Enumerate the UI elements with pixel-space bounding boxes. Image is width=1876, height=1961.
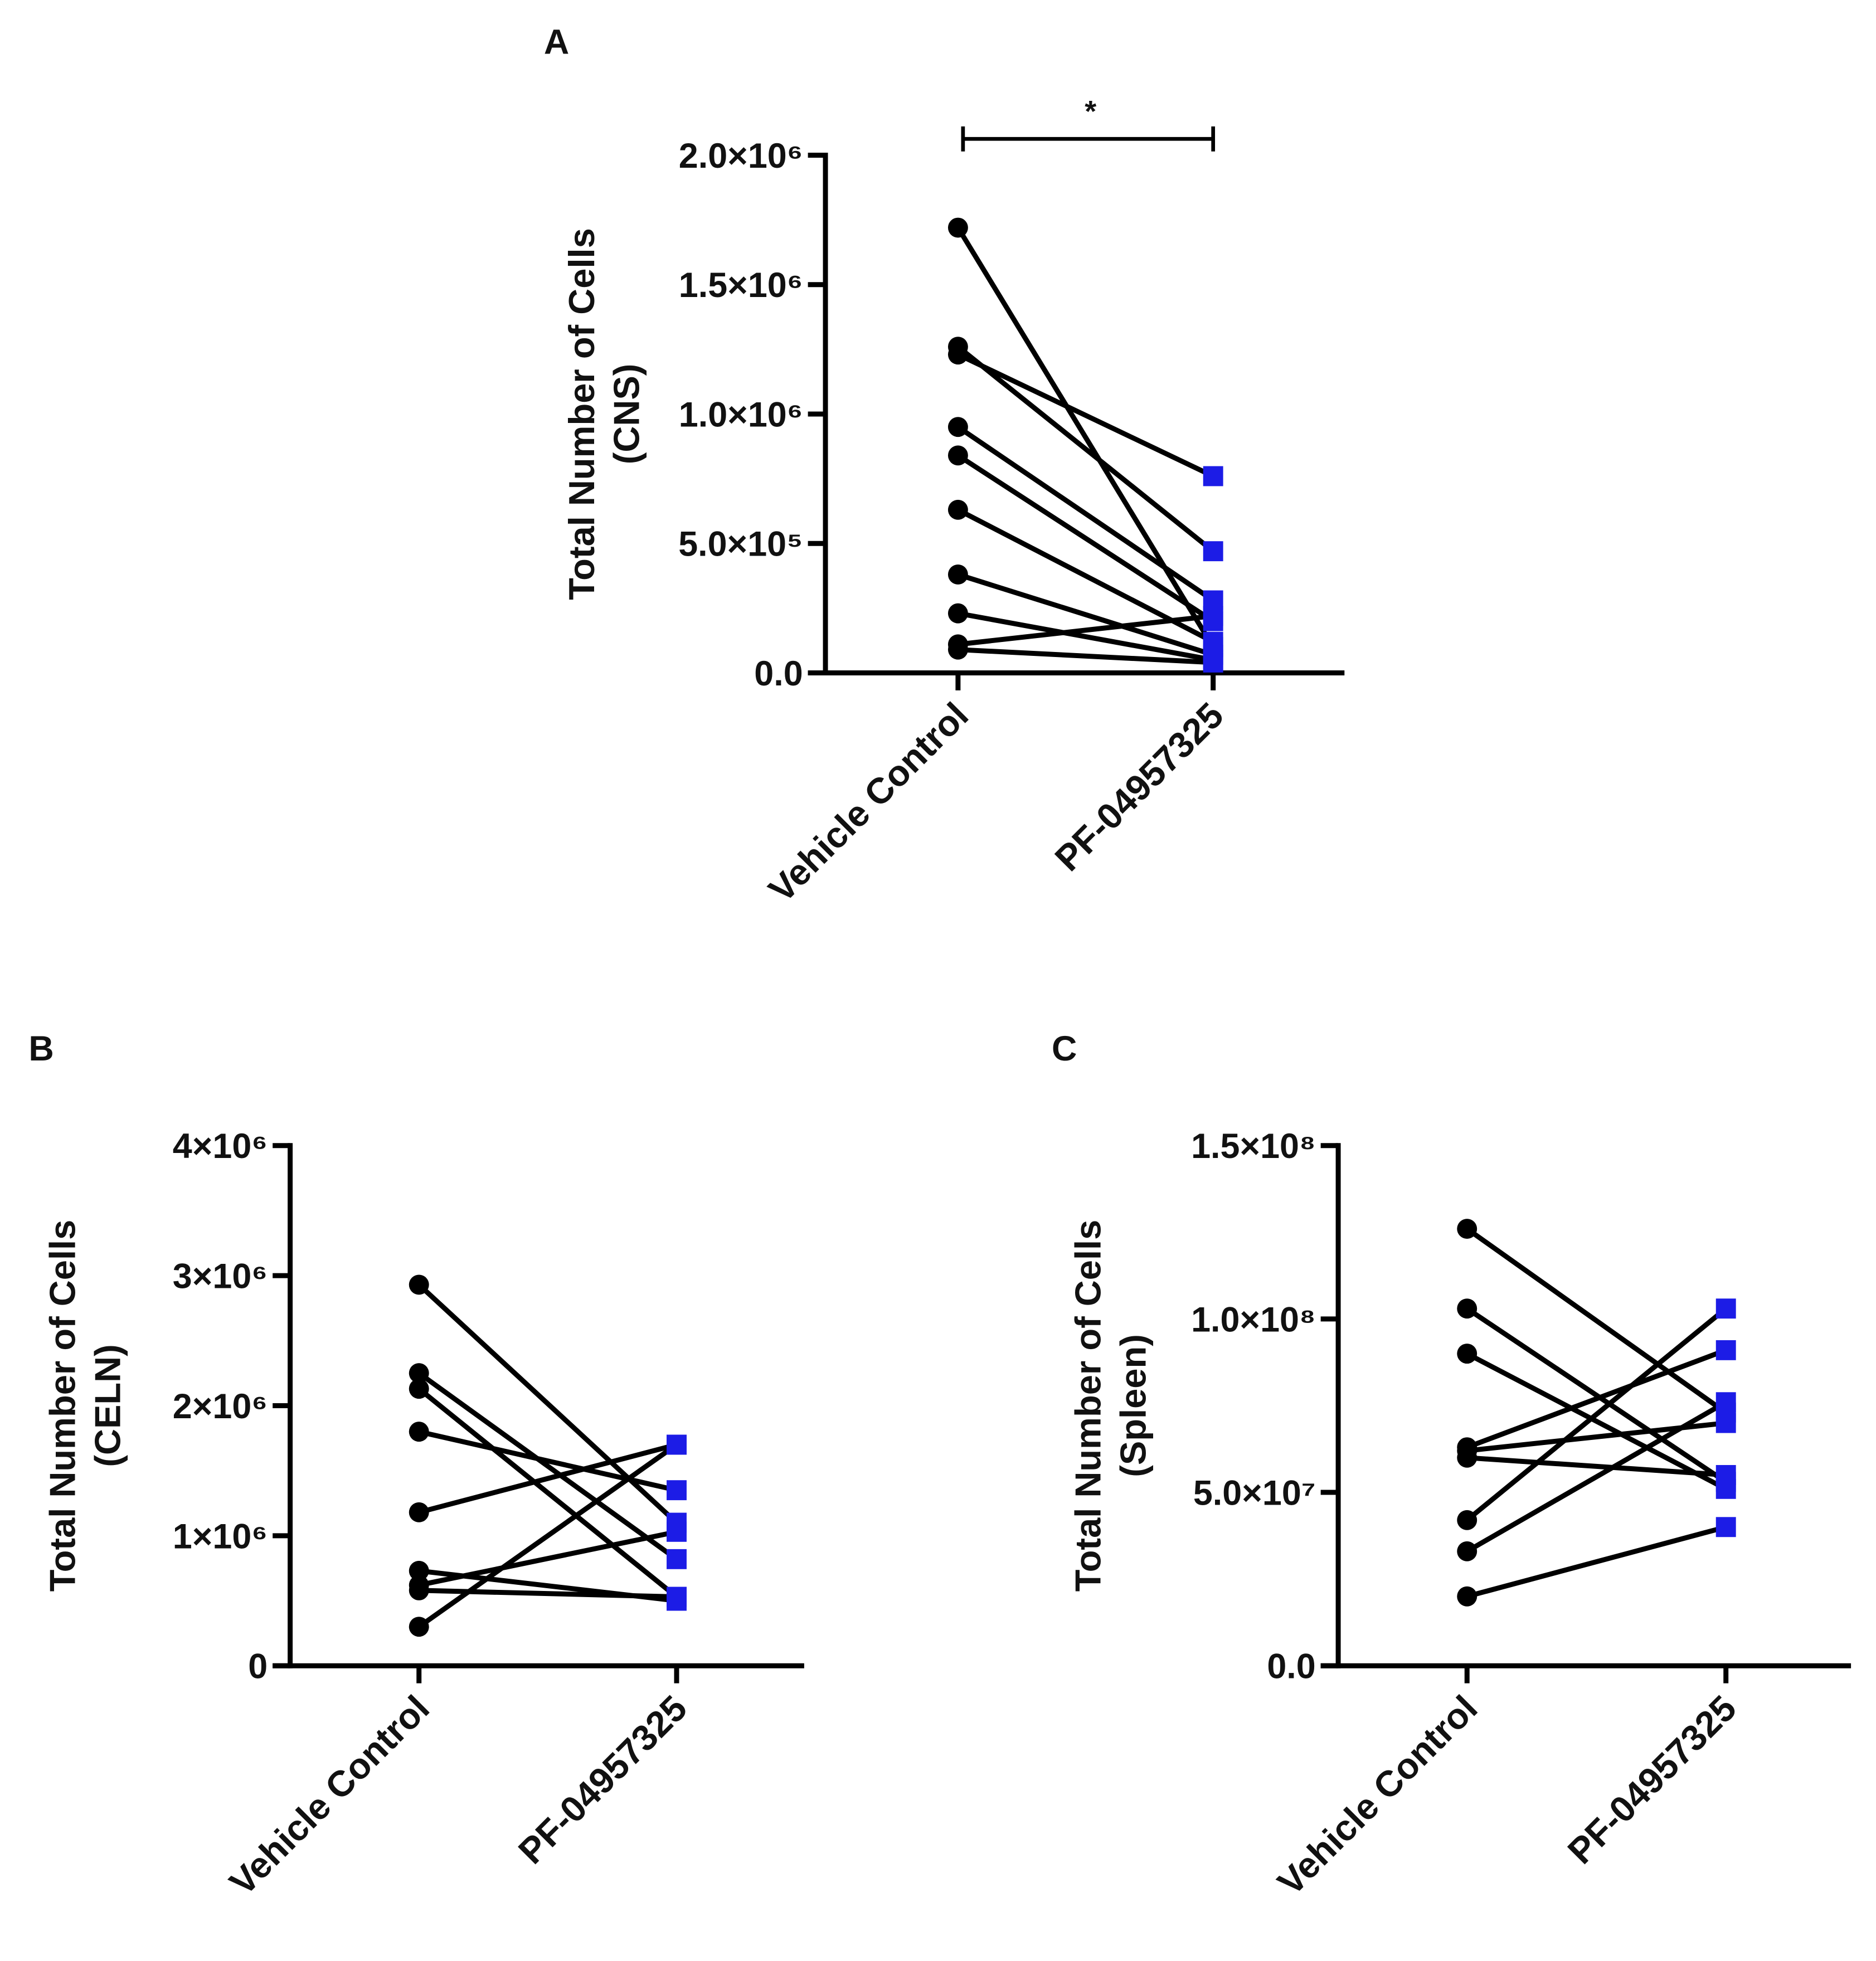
y-tick-label: 5.0×10⁵ [678, 525, 803, 564]
treated-point [1715, 1517, 1736, 1537]
vehicle-point [409, 1580, 429, 1600]
treated-point [1203, 606, 1223, 626]
x-tick-label: Vehicle Control [1270, 1687, 1485, 1903]
vehicle-point [947, 344, 968, 365]
x-tick-label: PF-04957325 [1047, 695, 1231, 879]
panel-label: A [544, 23, 569, 62]
vehicle-point [1457, 1541, 1478, 1561]
treated-point [1203, 466, 1223, 486]
treated-point [1715, 1464, 1736, 1485]
vehicle-point [409, 1617, 429, 1637]
pair-line [956, 352, 1214, 479]
y-tick-label: 2×10⁶ [173, 1387, 268, 1426]
vehicle-point [409, 1363, 429, 1384]
y-tick-label: 4×10⁶ [173, 1127, 268, 1166]
pair-line [418, 1429, 677, 1493]
pair-line [956, 453, 1215, 624]
pair-line [417, 1442, 678, 1629]
vehicle-point [409, 1422, 429, 1442]
pair-line [417, 1386, 678, 1599]
vehicle-point [409, 1502, 429, 1522]
vehicle-point [1457, 1298, 1478, 1319]
treated-point [667, 1521, 687, 1542]
vehicle-point [409, 1274, 429, 1295]
vehicle-point [947, 565, 968, 585]
treated-point [1715, 1340, 1736, 1360]
y-axis-label: Total Number of Cells [1068, 1220, 1109, 1592]
treated-point [1715, 1413, 1736, 1433]
y-tick-label: 0 [248, 1647, 268, 1686]
vehicle-point [1457, 1219, 1478, 1239]
pair-line [1466, 1455, 1727, 1478]
panel-label: C [1052, 1029, 1077, 1068]
x-tick-label: PF-04957325 [1560, 1687, 1744, 1871]
significance-label: * [1085, 95, 1096, 128]
pair-line [956, 226, 1216, 649]
vehicle-point [947, 499, 968, 520]
y-axis-label: (CELN) [87, 1344, 128, 1467]
y-tick-label: 2.0×10⁶ [679, 137, 803, 176]
vehicle-point [409, 1560, 429, 1581]
treated-point [1203, 652, 1223, 673]
pair-line [418, 1529, 677, 1588]
treated-point [667, 1549, 687, 1569]
y-tick-label: 1.5×10⁸ [1191, 1127, 1316, 1166]
vehicle-point [947, 217, 968, 238]
y-tick-label: 1.5×10⁶ [679, 266, 803, 305]
pair-line [1465, 1227, 1728, 1415]
treated-point [667, 1434, 687, 1455]
treated-point [1203, 541, 1223, 562]
pair-line [1466, 1351, 1727, 1491]
y-tick-label: 1.0×10⁶ [679, 395, 803, 434]
significance-bar [961, 126, 1216, 152]
vehicle-point [947, 639, 968, 660]
treated-point [667, 1587, 687, 1607]
vehicle-point [409, 1379, 429, 1399]
pair-line [956, 344, 1215, 553]
pair-line [1465, 1306, 1728, 1522]
pair-line [1465, 1306, 1728, 1485]
y-tick-label: 5.0×10⁷ [1193, 1473, 1316, 1512]
vehicle-point [1457, 1344, 1478, 1364]
pair-line [417, 1371, 678, 1561]
treated-point [667, 1480, 687, 1501]
pair-line [418, 1442, 678, 1515]
vehicle-point [1457, 1586, 1478, 1607]
pair-line [419, 1588, 677, 1600]
vehicle-point [947, 417, 968, 437]
y-axis-label: (Spleen) [1113, 1334, 1154, 1477]
y-axis-label: Total Number of Cells [42, 1220, 83, 1592]
pair-line [1466, 1524, 1727, 1599]
y-tick-label: 0.0 [754, 654, 803, 693]
x-tick-label: Vehicle Control [222, 1687, 438, 1903]
pair-line [957, 572, 1214, 658]
y-tick-label: 1.0×10⁸ [1191, 1300, 1316, 1339]
pair-line [958, 647, 1213, 665]
y-tick-label: 0.0 [1267, 1647, 1315, 1686]
pair-line [1466, 1347, 1727, 1450]
vehicle-point [947, 445, 968, 466]
x-tick-label: Vehicle Control [761, 695, 976, 911]
pair-line [956, 425, 1215, 603]
vehicle-point [1457, 1510, 1478, 1530]
treated-point [1715, 1298, 1736, 1319]
panel-label: B [28, 1029, 54, 1068]
vehicle-point [1457, 1447, 1478, 1468]
pair-line [417, 1283, 679, 1525]
y-tick-label: 3×10⁶ [173, 1257, 268, 1296]
pair-line [958, 613, 1214, 647]
vehicle-point [947, 603, 968, 624]
x-tick-label: PF-04957325 [511, 1687, 694, 1871]
y-axis-label: (CNS) [606, 364, 647, 465]
pair-line [1465, 1400, 1727, 1554]
treated-point [1715, 1392, 1736, 1413]
y-tick-label: 1×10⁶ [173, 1517, 268, 1556]
y-axis-label: Total Number of Cells [561, 228, 602, 600]
pair-line [958, 611, 1214, 663]
